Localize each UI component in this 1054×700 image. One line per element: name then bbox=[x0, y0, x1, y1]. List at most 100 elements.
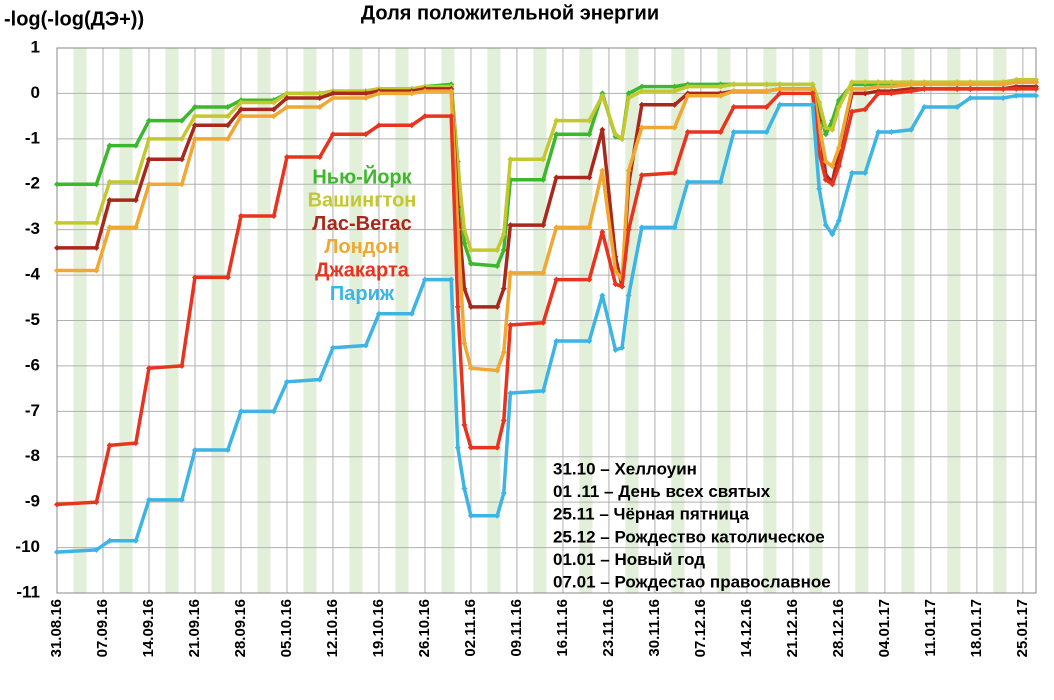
data-point bbox=[625, 292, 632, 299]
data-point bbox=[730, 129, 737, 136]
data-point bbox=[862, 79, 869, 86]
data-point bbox=[638, 124, 645, 131]
data-point bbox=[145, 181, 152, 188]
data-point bbox=[908, 88, 915, 95]
y-tick-label: -5 bbox=[25, 310, 40, 329]
data-point bbox=[862, 106, 869, 113]
data-point bbox=[191, 446, 198, 453]
data-point bbox=[191, 274, 198, 281]
y-tick-label: -4 bbox=[25, 265, 41, 284]
data-point bbox=[316, 104, 323, 111]
data-point bbox=[93, 546, 100, 553]
data-point bbox=[835, 163, 842, 170]
data-point bbox=[888, 129, 895, 136]
data-point bbox=[809, 101, 816, 108]
data-point bbox=[178, 135, 185, 142]
data-point bbox=[586, 174, 593, 181]
data-point bbox=[448, 88, 455, 95]
data-point bbox=[763, 104, 770, 111]
data-point bbox=[224, 274, 231, 281]
data-point bbox=[375, 90, 382, 97]
data-point bbox=[822, 124, 829, 131]
x-tick-label: 14.12.16 bbox=[738, 599, 755, 657]
data-point bbox=[145, 365, 152, 372]
data-point bbox=[776, 81, 783, 88]
data-point bbox=[375, 310, 382, 317]
data-point bbox=[448, 113, 455, 120]
data-point bbox=[625, 94, 632, 101]
data-point bbox=[106, 537, 113, 544]
data-point bbox=[875, 90, 882, 97]
data-point bbox=[612, 281, 619, 288]
y-tick-label: -3 bbox=[25, 219, 40, 238]
data-point bbox=[132, 142, 139, 149]
data-point bbox=[375, 122, 382, 129]
data-point bbox=[106, 442, 113, 449]
data-point bbox=[224, 113, 231, 120]
data-point bbox=[500, 490, 507, 497]
data-point bbox=[625, 226, 632, 233]
data-point bbox=[362, 90, 369, 97]
data-point bbox=[494, 303, 501, 310]
data-point bbox=[362, 131, 369, 138]
x-tick-label: 21.12.16 bbox=[784, 599, 801, 657]
data-point bbox=[1000, 81, 1007, 88]
data-point bbox=[1013, 79, 1020, 86]
chart-title: Доля положительной энергии bbox=[361, 2, 659, 24]
data-point bbox=[454, 444, 461, 451]
data-point bbox=[191, 135, 198, 142]
data-point bbox=[553, 224, 560, 231]
data-point bbox=[921, 104, 928, 111]
data-point bbox=[763, 88, 770, 95]
data-point bbox=[329, 131, 336, 138]
data-point bbox=[106, 224, 113, 231]
data-point bbox=[586, 337, 593, 344]
data-point bbox=[500, 417, 507, 424]
data-point bbox=[776, 101, 783, 108]
x-tick-label: 11.01.17 bbox=[922, 599, 939, 657]
data-point bbox=[540, 156, 547, 163]
data-point bbox=[362, 342, 369, 349]
data-point bbox=[671, 83, 678, 90]
data-point bbox=[237, 408, 244, 415]
annotation: 25.11 – Чёрная пятница bbox=[553, 505, 750, 524]
y-tick-label: 1 bbox=[31, 37, 40, 56]
data-point bbox=[408, 310, 415, 317]
data-point bbox=[763, 129, 770, 136]
data-point bbox=[270, 213, 277, 220]
x-tick-label: 05.10.16 bbox=[278, 599, 295, 657]
x-tick-label: 25.01.17 bbox=[1014, 599, 1031, 657]
data-point bbox=[921, 81, 928, 88]
data-point bbox=[730, 104, 737, 111]
data-point bbox=[283, 90, 290, 97]
data-point bbox=[619, 344, 626, 351]
data-point bbox=[448, 276, 455, 283]
data-point bbox=[145, 117, 152, 124]
data-point bbox=[178, 362, 185, 369]
data-point bbox=[54, 181, 60, 188]
x-tick-label: 09.11.16 bbox=[508, 599, 525, 657]
x-tick-label: 02.11.16 bbox=[462, 599, 479, 657]
data-point bbox=[494, 263, 501, 269]
data-point bbox=[329, 90, 336, 97]
legend-entry: Вашингтон bbox=[308, 190, 417, 212]
data-point bbox=[822, 222, 829, 229]
data-point bbox=[283, 94, 290, 101]
data-point bbox=[967, 94, 974, 101]
data-point bbox=[421, 113, 428, 120]
data-point bbox=[822, 131, 829, 138]
data-point bbox=[494, 247, 501, 254]
x-tick-label: 28.09.16 bbox=[232, 599, 249, 657]
data-point bbox=[809, 81, 816, 88]
data-point bbox=[599, 92, 606, 99]
data-point bbox=[586, 117, 593, 124]
data-point bbox=[467, 260, 474, 267]
data-point bbox=[730, 81, 737, 88]
data-point bbox=[829, 126, 836, 133]
data-point bbox=[329, 344, 336, 351]
data-point bbox=[237, 99, 244, 106]
data-point bbox=[494, 367, 501, 374]
data-point bbox=[507, 156, 514, 163]
data-point bbox=[619, 283, 626, 290]
data-point bbox=[54, 244, 60, 251]
